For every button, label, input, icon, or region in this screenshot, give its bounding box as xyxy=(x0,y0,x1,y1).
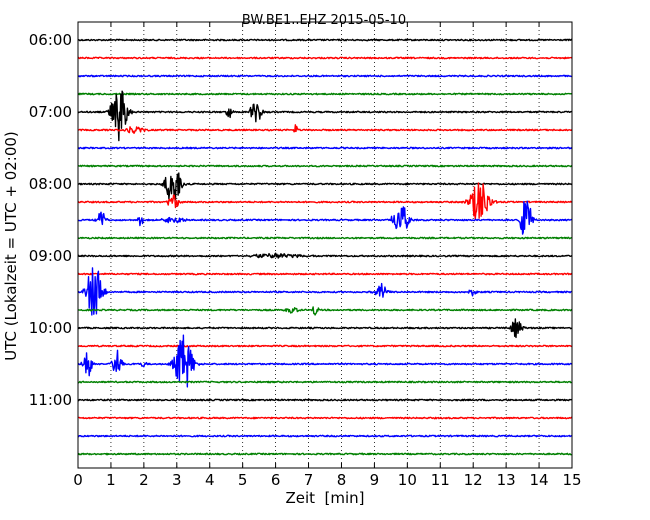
y-tick-label: 11:00 xyxy=(29,391,72,409)
x-tick-label: 3 xyxy=(172,471,182,489)
x-axis-label: Zeit [min] xyxy=(285,489,364,507)
x-tick-label: 14 xyxy=(530,471,549,489)
x-tick-label: 11 xyxy=(431,471,450,489)
x-tick-label: 2 xyxy=(139,471,149,489)
trace-line xyxy=(77,146,573,150)
trace-line xyxy=(77,452,573,456)
x-tick-label: 15 xyxy=(562,471,581,489)
trace-line xyxy=(77,56,573,60)
x-tick-label: 9 xyxy=(370,471,380,489)
trace-line xyxy=(77,74,573,78)
trace-line xyxy=(77,398,573,402)
x-tick-label: 8 xyxy=(337,471,347,489)
trace-line xyxy=(77,434,573,438)
trace-line xyxy=(77,92,573,96)
x-tick-label: 10 xyxy=(398,471,417,489)
x-tick-label: 12 xyxy=(464,471,483,489)
trace-line xyxy=(77,124,573,135)
trace-line xyxy=(77,306,573,316)
trace-line xyxy=(77,90,573,142)
trace-line xyxy=(77,272,573,276)
trace-line xyxy=(77,164,573,168)
y-axis-label: UTC (Lokalzeit = UTC + 02:00) xyxy=(2,131,20,361)
ticks: 0 1 2 3 4 5 6 7 8 9 10 11 12 13 14 1506:0007:0008:0009:… xyxy=(29,22,582,489)
trace-line xyxy=(77,416,573,420)
plot-frame xyxy=(77,21,573,469)
y-tick-label: 06:00 xyxy=(29,31,72,49)
x-tick-label: 1 xyxy=(106,471,116,489)
y-tick-label: 09:00 xyxy=(29,247,72,265)
trace-line xyxy=(77,236,573,240)
trace-line xyxy=(77,344,573,348)
trace-line xyxy=(77,38,573,42)
y-tick-label: 07:00 xyxy=(29,103,72,121)
y-tick-label: 10:00 xyxy=(29,319,72,337)
x-tick-label: 13 xyxy=(497,471,516,489)
trace-line xyxy=(77,200,573,235)
chart-title: BW.BE1..EHZ 2015-05-10 xyxy=(242,13,406,28)
trace-line xyxy=(77,182,573,221)
trace-line xyxy=(77,380,573,384)
x-tick-label: 6 xyxy=(271,471,281,489)
traces xyxy=(77,38,573,456)
trace-line xyxy=(77,172,573,201)
x-tick-label: 0 xyxy=(73,471,83,489)
trace-line xyxy=(77,252,573,259)
trace-line xyxy=(77,267,573,316)
y-tick-label: 08:00 xyxy=(29,175,72,193)
x-tick-label: 7 xyxy=(304,471,314,489)
x-tick-label: 5 xyxy=(238,471,248,489)
trace-line xyxy=(77,318,573,339)
trace-line xyxy=(77,334,573,388)
x-tick-label: 4 xyxy=(205,471,215,489)
